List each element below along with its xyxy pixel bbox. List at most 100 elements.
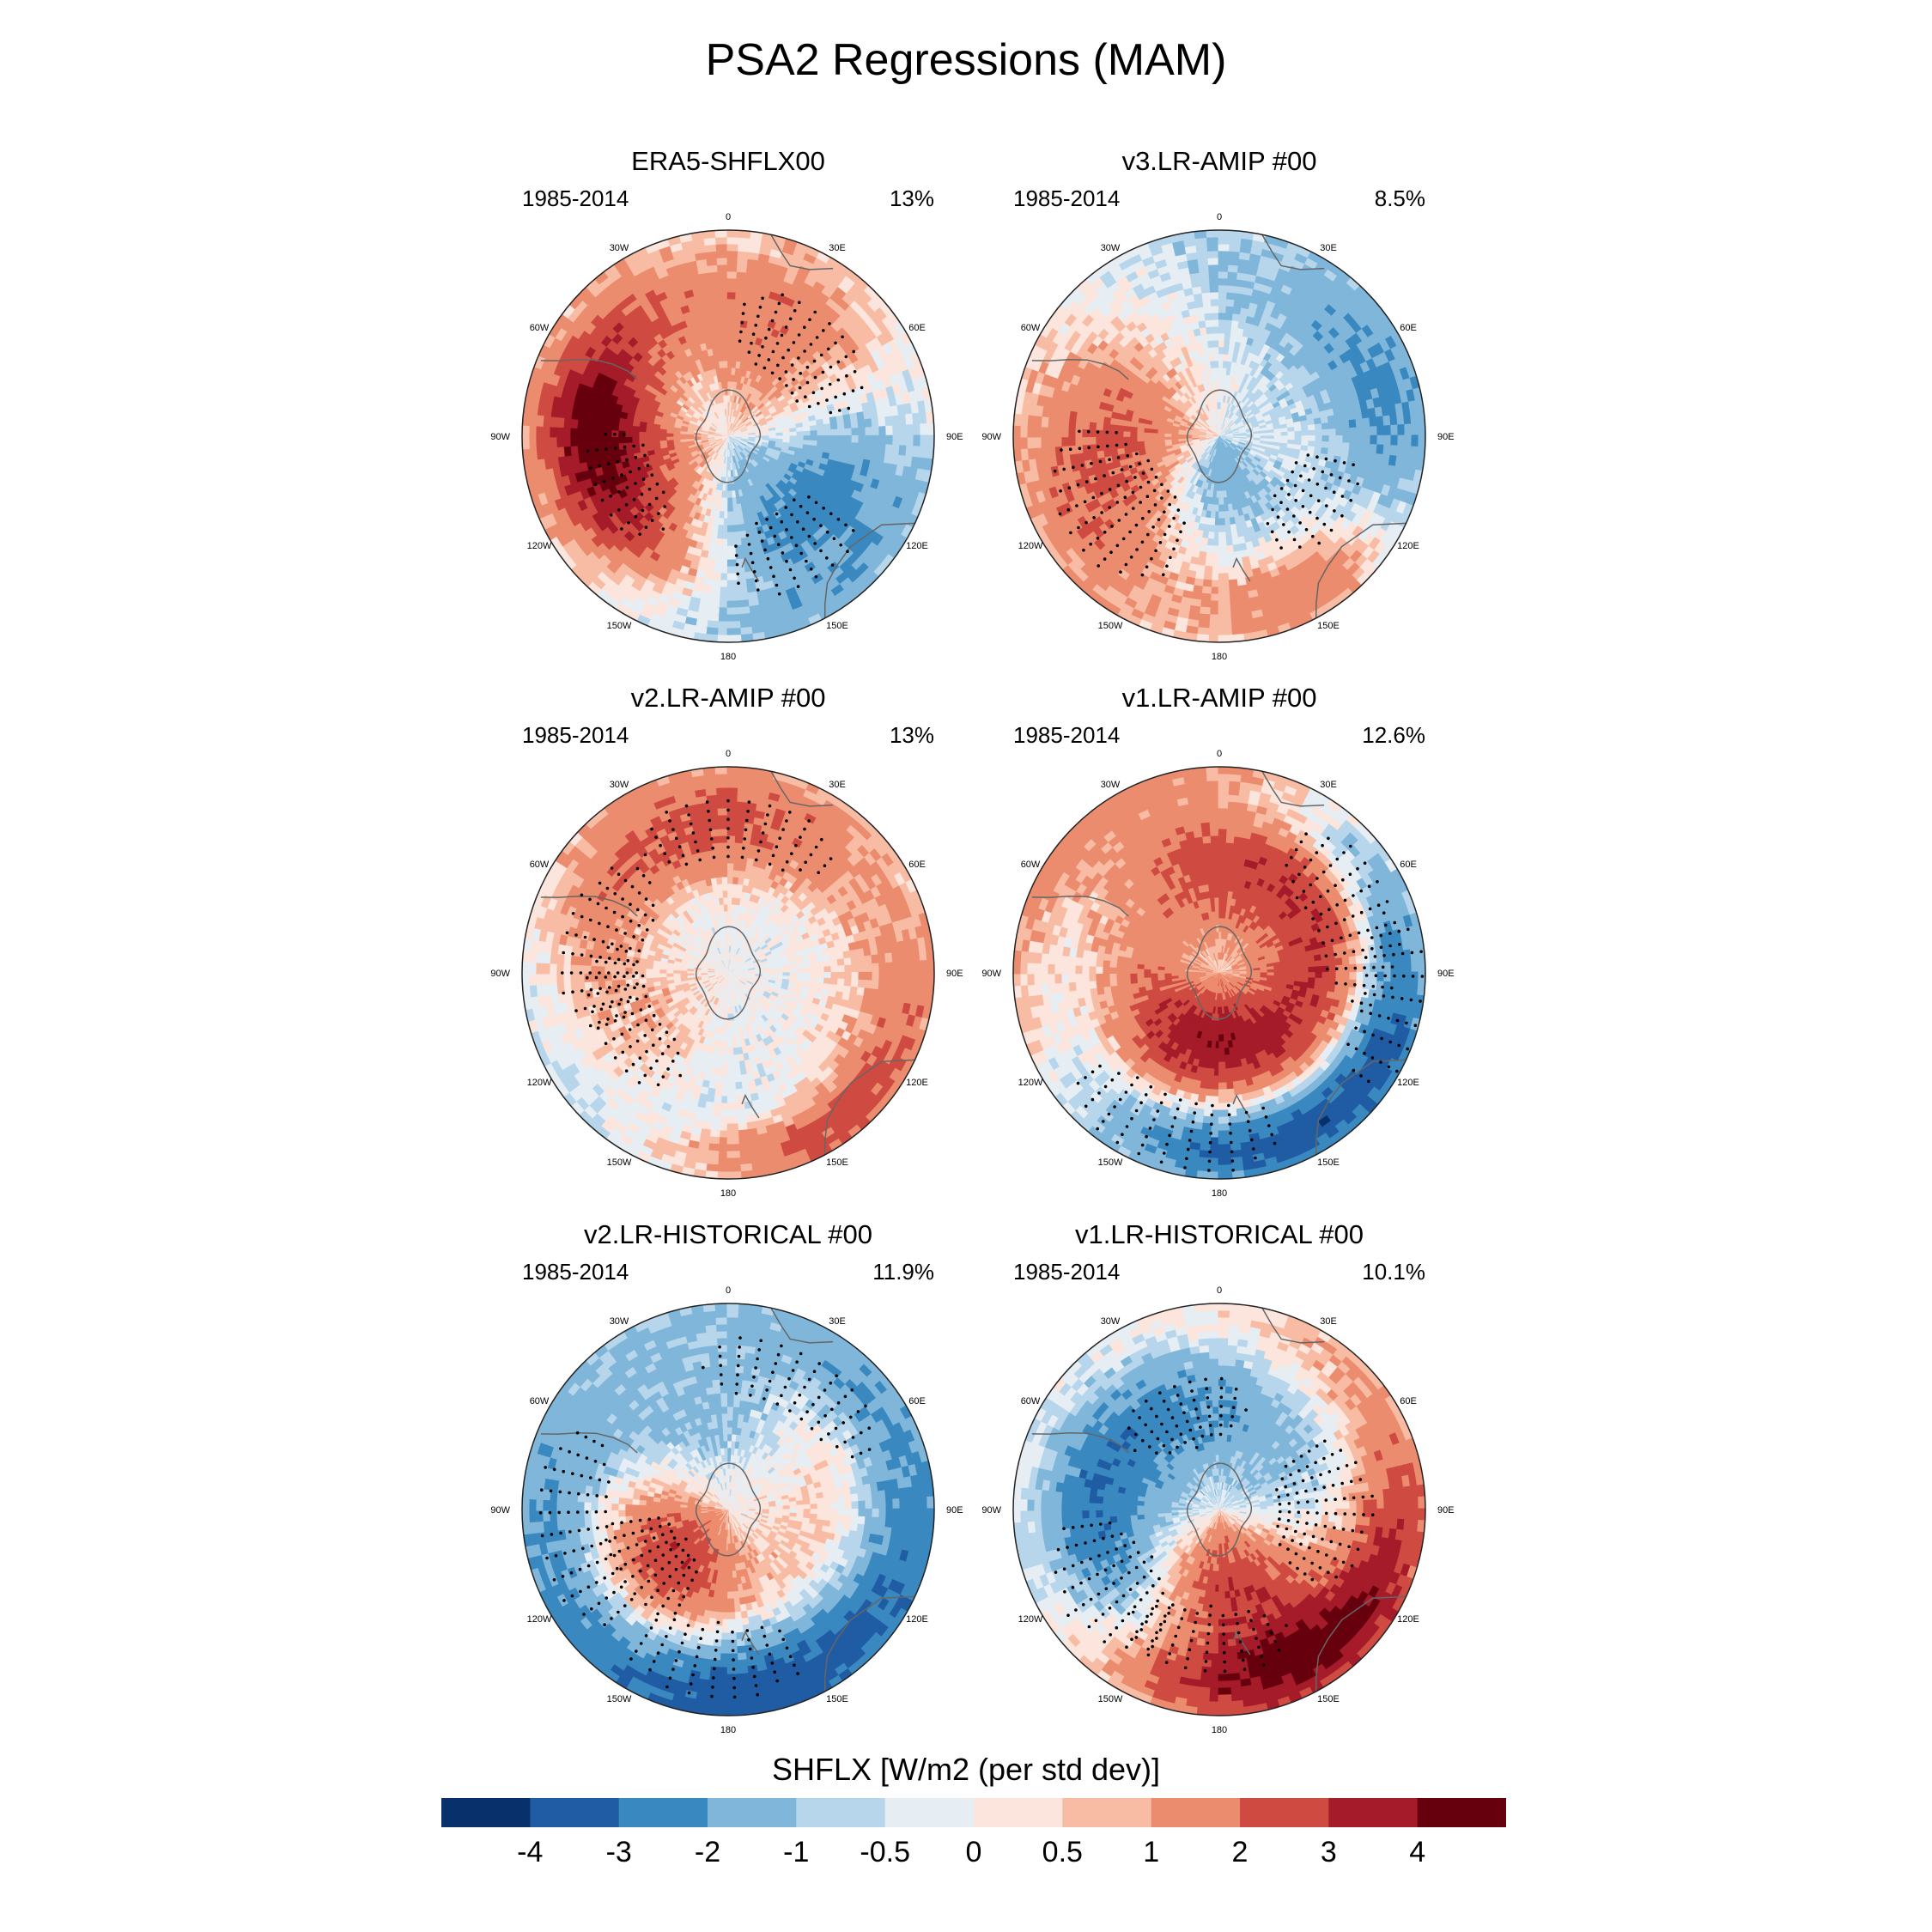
significance-dot [781, 293, 784, 297]
panel-title: v3.LR-AMIP #00 [979, 146, 1460, 177]
significance-dot [812, 517, 816, 521]
significance-dot [589, 466, 592, 470]
significance-dot [776, 363, 780, 368]
significance-dot [767, 358, 771, 361]
significance-dot [655, 482, 659, 486]
significance-dot [620, 473, 623, 477]
significance-dot [620, 527, 623, 531]
significance-dot [751, 332, 756, 336]
significance-dot [638, 532, 641, 536]
significance-dot [600, 498, 605, 502]
significance-dot [738, 339, 742, 343]
significance-dot [790, 363, 794, 367]
significance-dot [632, 498, 636, 501]
significance-dot [803, 325, 806, 329]
significance-dot [819, 524, 823, 527]
significance-dot [650, 473, 654, 477]
significance-dot [661, 527, 665, 531]
significance-dot [775, 342, 780, 345]
significance-dot [644, 526, 648, 529]
significance-dot [807, 404, 811, 409]
significance-dot [662, 490, 665, 495]
significance-dot [803, 349, 806, 353]
significance-dot [794, 544, 799, 547]
significance-dot [809, 567, 813, 571]
significance-dot [769, 526, 773, 530]
panel-v3-amip: v3.LR-AMIP #00 1985-2014 8.5% 0 30E 60E 90E… [979, 146, 1460, 661]
longitude-label: 150E [826, 621, 848, 631]
significance-dot [762, 366, 767, 370]
significance-dot [813, 542, 817, 545]
significance-dot [836, 360, 841, 364]
significance-dot [788, 568, 793, 572]
significance-dot [634, 514, 637, 519]
significance-dot [825, 530, 829, 534]
significance-dot [735, 562, 739, 567]
significance-dot [654, 496, 659, 501]
significance-dot [780, 519, 784, 524]
significance-dot [799, 551, 803, 556]
significance-dot [734, 544, 738, 548]
significance-dot [832, 537, 836, 540]
significance-dot [839, 543, 842, 547]
field-cell [726, 635, 742, 642]
significance-dot [613, 447, 617, 450]
significance-dot [785, 384, 788, 387]
significance-dot [845, 374, 848, 378]
significance-dot [795, 399, 799, 403]
significance-dot [609, 513, 613, 517]
panel-period: 1985-2014 [522, 185, 629, 212]
significance-dot [737, 581, 740, 585]
significance-dot [605, 447, 608, 451]
significance-dot [634, 482, 637, 485]
significance-dot [766, 556, 770, 561]
significance-dot [750, 341, 753, 345]
significance-dot [790, 536, 793, 539]
significance-dot [634, 456, 638, 459]
significance-dot [828, 382, 832, 386]
significance-dot [814, 575, 818, 579]
significance-dot [641, 508, 645, 513]
significance-dot [749, 551, 753, 556]
significance-dot [796, 585, 800, 588]
significance-dot [817, 402, 820, 405]
significance-dot [775, 583, 779, 587]
longitude-label: 60W [530, 323, 550, 333]
significance-dot [797, 333, 801, 337]
significance-dot [788, 317, 793, 321]
significance-dot [624, 503, 629, 507]
figure-title: PSA2 Regressions (MAM) [0, 34, 1932, 86]
significance-dot [625, 486, 629, 489]
significance-dot [830, 563, 835, 567]
significance-dot [799, 504, 803, 508]
significance-dot [758, 306, 762, 309]
significance-dot [819, 353, 823, 357]
significance-dot [777, 543, 781, 546]
significance-dot [774, 310, 778, 314]
significance-dot [805, 380, 810, 385]
significance-dot [647, 502, 652, 507]
significance-dot [760, 539, 764, 543]
significance-dot [851, 529, 855, 532]
significance-dot [646, 464, 650, 467]
significance-dot [757, 354, 761, 357]
significance-dot [756, 588, 760, 592]
significance-dot [829, 512, 833, 516]
longitude-label: 120W [527, 541, 552, 551]
significance-dot [754, 324, 757, 327]
significance-dot [815, 336, 819, 339]
longitude-label: 180 [720, 652, 736, 661]
significance-dot [787, 348, 790, 352]
longitude-label: 30E [829, 243, 846, 253]
significance-dot [736, 572, 739, 576]
significance-dot [629, 470, 632, 474]
significance-dot [836, 378, 841, 382]
significance-dot [743, 302, 746, 307]
significance-dot [770, 371, 775, 375]
significance-dot [809, 343, 813, 346]
significance-dot [828, 322, 831, 325]
significance-dot [780, 333, 784, 337]
significance-dot [813, 375, 817, 380]
